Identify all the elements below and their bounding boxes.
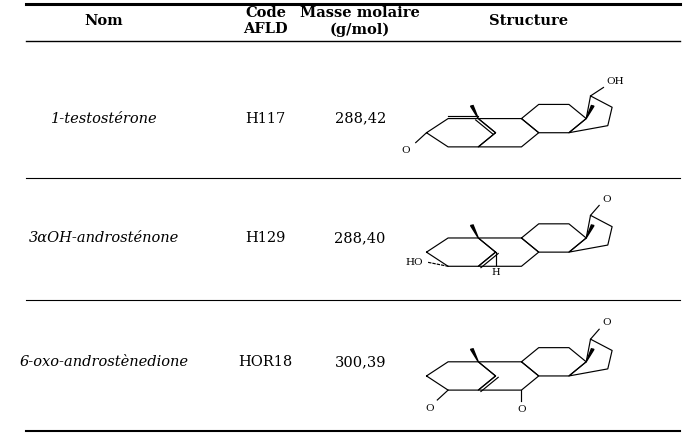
Text: O: O (517, 405, 526, 414)
Text: Masse molaire
(g/mol): Masse molaire (g/mol) (300, 6, 420, 36)
Text: H129: H129 (246, 231, 286, 245)
Text: HO: HO (406, 258, 423, 267)
Text: 3αOH-androsténone: 3αOH-androsténone (29, 231, 179, 245)
Polygon shape (586, 225, 594, 238)
Text: OH: OH (607, 77, 624, 86)
Polygon shape (586, 349, 594, 362)
Text: 6-oxo-androstènedione: 6-oxo-androstènedione (19, 355, 188, 369)
Text: O: O (426, 404, 434, 413)
Text: H: H (491, 268, 500, 277)
Text: 1-testostérone: 1-testostérone (51, 112, 157, 125)
Polygon shape (586, 105, 594, 118)
Text: O: O (603, 194, 611, 204)
Text: 288,40: 288,40 (334, 231, 386, 245)
Text: Code
AFLD: Code AFLD (244, 6, 288, 36)
Text: HOR18: HOR18 (239, 355, 293, 369)
Polygon shape (471, 225, 478, 238)
Polygon shape (471, 349, 478, 362)
Text: O: O (401, 146, 410, 155)
Text: Structure: Structure (489, 14, 568, 28)
Text: 300,39: 300,39 (334, 355, 386, 369)
Text: 288,42: 288,42 (334, 112, 385, 125)
Text: Nom: Nom (84, 14, 123, 28)
Text: O: O (603, 319, 611, 328)
Polygon shape (471, 105, 478, 118)
Text: H117: H117 (246, 112, 286, 125)
